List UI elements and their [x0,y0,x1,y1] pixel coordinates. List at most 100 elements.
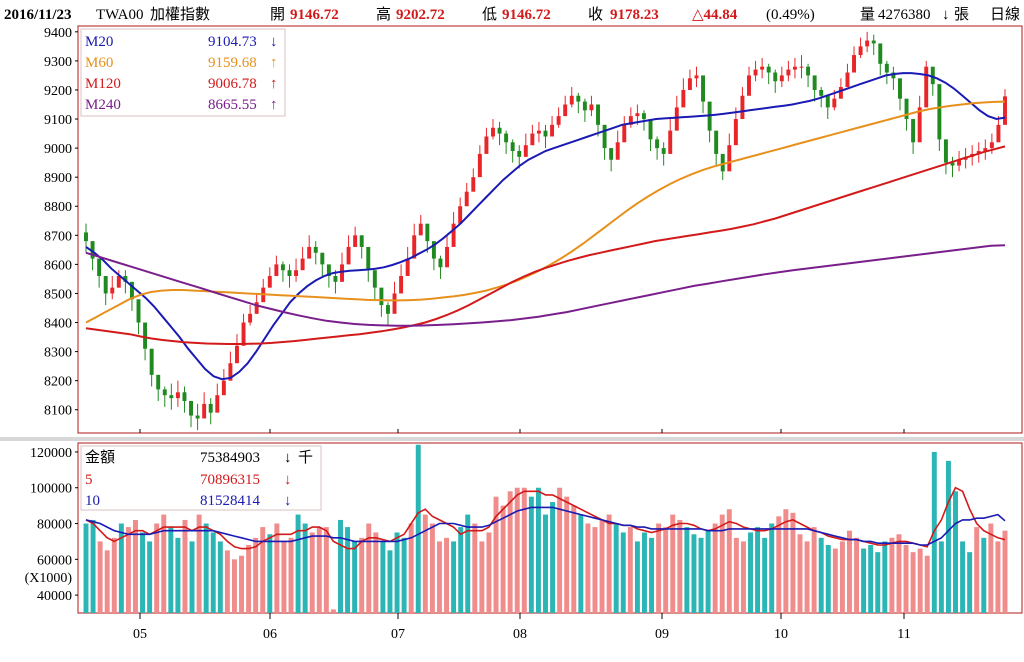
candle-body [904,98,909,120]
volume-bar [104,550,110,613]
price-y-tick-label: 9400 [44,26,72,41]
candle-body [937,84,942,140]
volume-bar [924,555,930,613]
volume-bar [606,514,612,613]
candle-body [812,75,817,90]
legend-amount-arrow: ↓ [284,450,292,466]
volume-bar [847,530,852,613]
candle-body [267,276,272,288]
candle-body [445,246,450,268]
volume-bar [429,523,435,613]
volume-bar [394,532,400,613]
candle-body [530,133,535,146]
volume-bar [189,541,195,613]
candle-body [215,395,220,413]
price-y-tick-label: 9100 [44,113,72,128]
header-close-label: 收 [588,6,603,23]
volume-bar [875,552,881,613]
volume-bar [387,550,393,613]
candle-body [471,177,476,192]
candle-body [221,380,226,396]
volume-bar [938,541,944,613]
price-panel-frame [77,25,1023,434]
candle-body [799,66,804,68]
volume-bar [769,523,775,613]
candle-body [458,206,463,224]
price-legend: M20 9104.73 ↓ M60 9159.68 ↑ M120 9006.78… [85,34,278,113]
volume-bar [118,523,124,613]
header-volume-arrow: ↓ [942,7,950,23]
header-high-label: 高 [376,6,391,23]
volume-bar [663,527,669,613]
volume-bar [161,514,167,613]
volume-panel-frame [77,442,1023,614]
candle-body [477,153,482,178]
header-low-value: 9146.72 [502,7,551,23]
volume-bar [97,541,103,613]
volume-bar [783,509,789,613]
legend-amount-name: 金額 [85,449,115,466]
candle-body [615,142,620,160]
candle-body [491,127,495,137]
volume-bar [726,509,732,613]
volume-bar [472,523,478,613]
volume-y-tick-label: (X1000) [25,571,73,586]
candle-body [228,363,233,381]
volume-bar [493,496,499,613]
candle-body [845,72,850,88]
price-y-tick-label: 8300 [44,346,72,361]
volume-bar [945,460,951,613]
volume-bar [797,534,803,613]
legend-ma10-value: 81528414 [200,493,261,509]
candle-body [911,119,916,143]
header-volume-label: 量 [860,7,875,23]
x-tick-label: 05 [133,627,147,642]
volume-bar [910,552,916,613]
volume-bar [790,512,796,613]
volume-y-axis: 120000 100000 80000 60000 (X1000) 40000 [25,446,78,604]
volume-bar [634,541,640,613]
volume-bar [641,532,647,613]
header-open-label: 開 [270,7,285,23]
price-y-tick-label: 9000 [44,142,72,157]
volume-bar [175,537,181,613]
legend-m60-arrow: ↑ [270,55,278,71]
candle-body [740,95,745,120]
ma-line-m120 [85,145,1006,345]
ma-line-m20 [85,72,1006,381]
volume-bar [83,523,89,613]
legend-amount-unit: 千 [298,449,313,466]
volume-bar [705,530,711,613]
volume-bar [168,527,174,613]
volume-bar [140,532,146,613]
candle-body [957,159,962,166]
candle-body [602,124,607,149]
volume-bar [776,516,782,613]
volume-bar [698,537,704,613]
volume-bar [338,519,343,613]
candle-body [517,151,522,157]
volume-bar [253,537,259,613]
candle-body [701,75,706,102]
candle-body [589,104,594,111]
candle-body [760,66,765,70]
volume-y-tick-label: 120000 [30,446,72,461]
volume-bar [465,514,471,613]
candle-body [326,264,331,277]
legend-m20-arrow: ↓ [270,34,278,50]
candle-body [747,75,751,96]
candle-body [917,107,922,143]
volume-bar [224,550,230,613]
volume-bar [571,505,577,613]
legend-m60-value: 9159.68 [208,55,257,71]
volume-bar [917,548,923,613]
candle-body [891,72,896,79]
volume-bar [345,527,351,613]
candle-body [884,63,889,73]
candle-body [943,139,948,163]
candle-body [773,72,778,82]
volume-bar [380,541,386,613]
volume-bar [196,514,202,613]
candle-body [668,130,673,154]
x-tick-label: 08 [513,627,527,642]
